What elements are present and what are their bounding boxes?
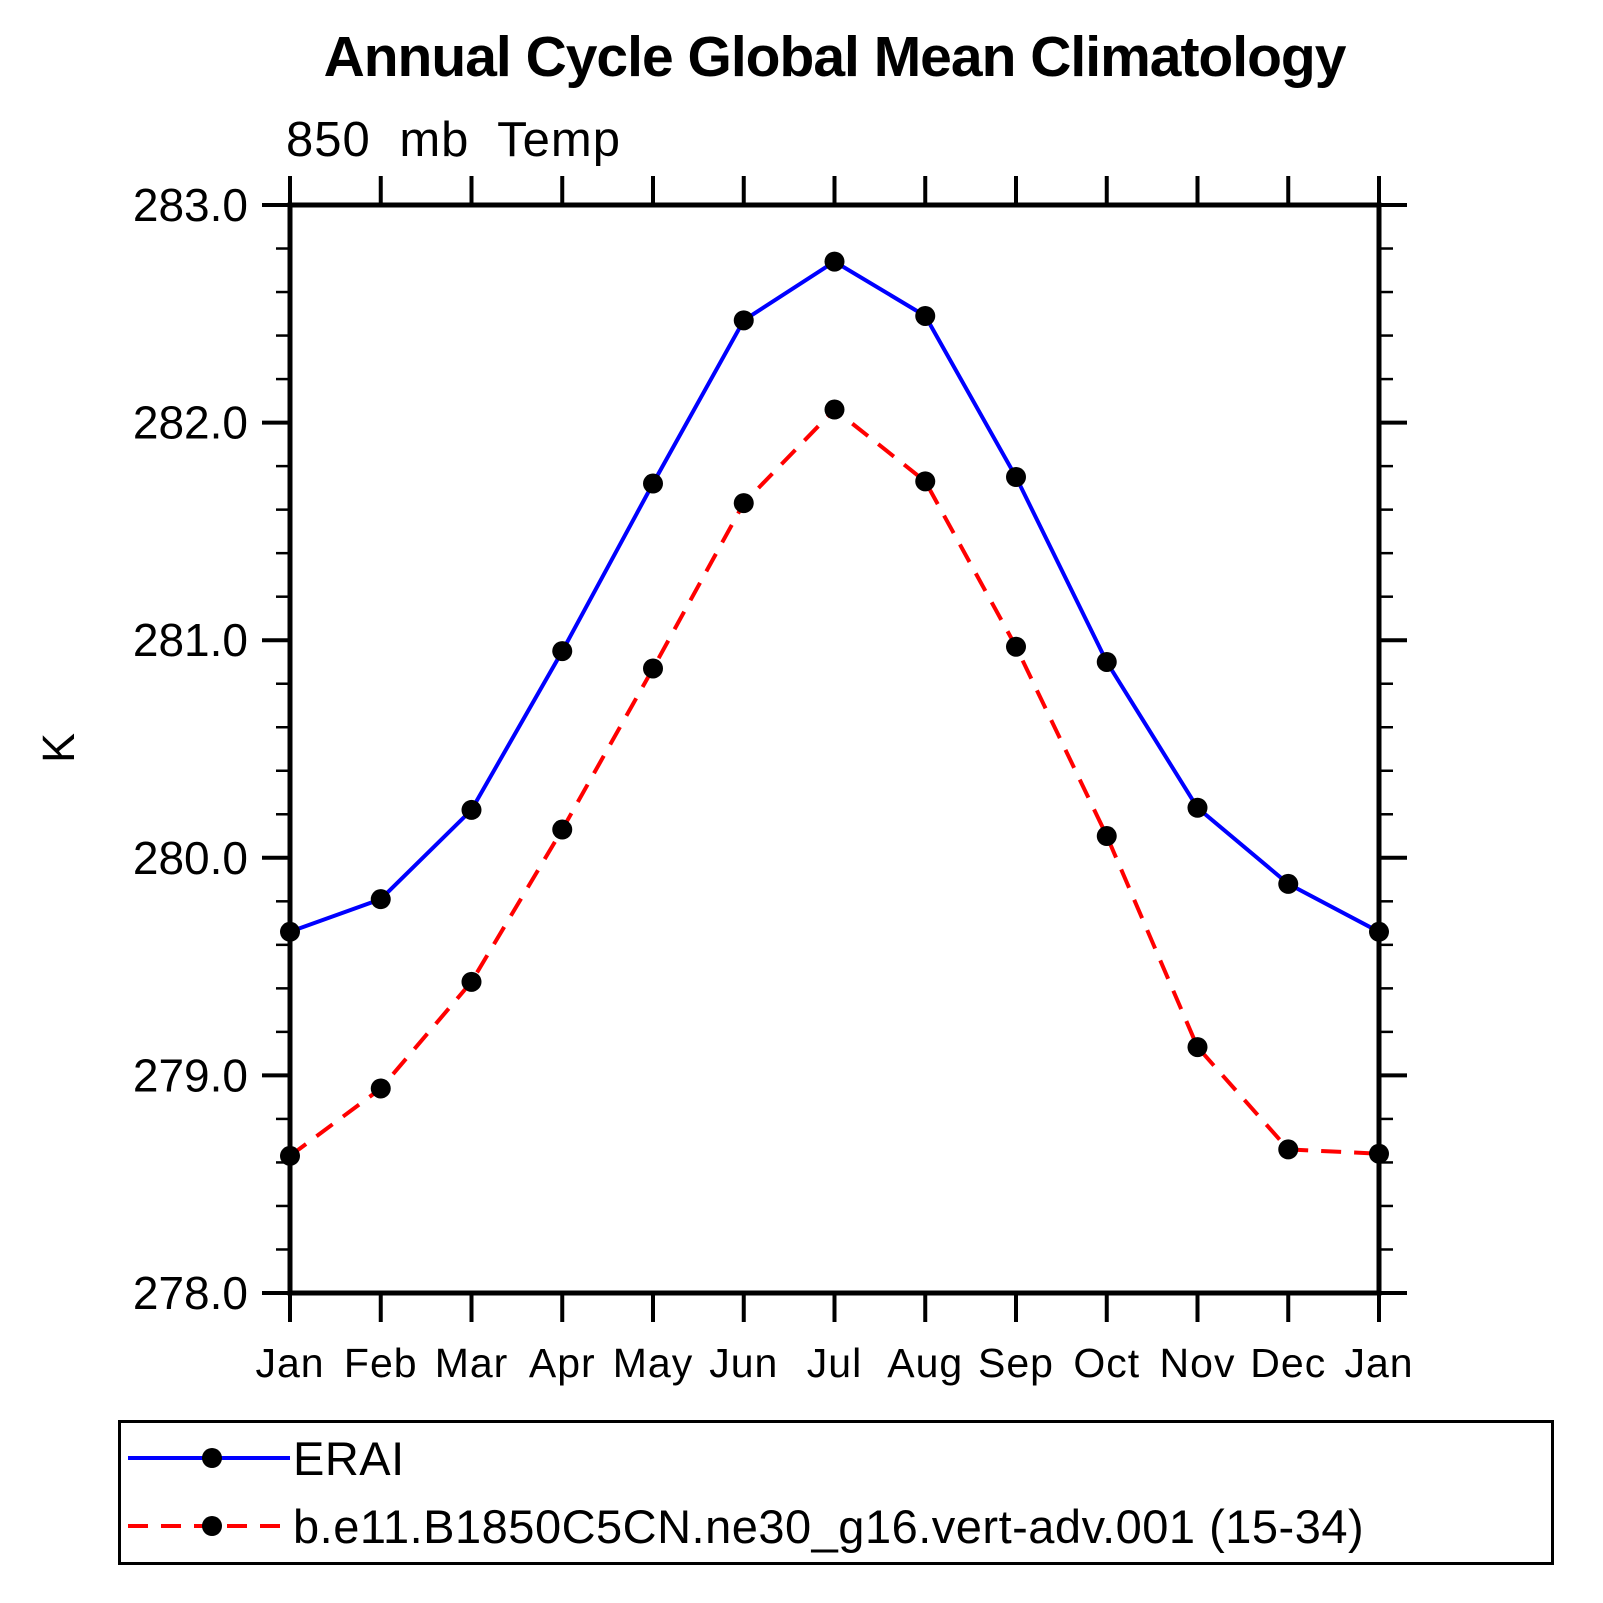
data-point <box>1278 873 1299 894</box>
y-axis-major-ticks <box>262 203 1407 1295</box>
data-point <box>280 1145 300 1166</box>
data-point <box>824 251 845 272</box>
x-tick-label: May <box>613 1340 693 1386</box>
data-point <box>552 641 573 662</box>
x-tick-label: Jan <box>255 1340 324 1386</box>
chart-title: Annual Cycle Global Mean Climatology <box>323 25 1347 89</box>
chart-subtitle: 850 mb Temp <box>286 113 621 167</box>
x-tick-label: Jul <box>807 1340 862 1386</box>
series-line-1 <box>288 406 1380 1158</box>
legend-marker <box>202 1448 222 1468</box>
data-point <box>552 819 573 840</box>
data-point <box>1369 921 1389 942</box>
data-point <box>643 473 663 494</box>
data-point <box>1006 636 1026 657</box>
x-tick-label: Nov <box>1160 1340 1236 1386</box>
data-point <box>1096 826 1117 847</box>
data-point <box>1369 1143 1389 1164</box>
data-point <box>461 971 482 992</box>
y-tick-label: 281.0 <box>133 614 248 666</box>
x-tick-label: Jan <box>1344 1340 1413 1386</box>
data-point <box>370 1078 391 1099</box>
series-markers-1 <box>280 399 1389 1166</box>
data-point <box>1006 467 1026 487</box>
series-line-0 <box>289 259 1380 934</box>
y-tick-label: 283.0 <box>133 179 248 231</box>
y-axis-tick-labels: 278.0 279.0 280.0 281.0 282.0 283.0 <box>133 179 248 1319</box>
data-point <box>280 921 300 942</box>
data-point <box>733 493 754 514</box>
x-tick-label: Oct <box>1073 1340 1140 1386</box>
y-tick-label: 280.0 <box>133 832 248 884</box>
x-axis-ticks <box>288 176 1381 1322</box>
plot-border <box>287 202 1382 1296</box>
y-tick-label: 279.0 <box>133 1049 248 1101</box>
data-point <box>370 889 391 910</box>
data-point <box>461 799 482 820</box>
data-point <box>824 399 845 420</box>
x-tick-label: Jun <box>709 1340 778 1386</box>
legend-marker <box>202 1516 222 1536</box>
x-tick-label: Sep <box>978 1340 1054 1386</box>
series-markers-0 <box>280 251 1389 942</box>
data-point <box>1187 1037 1208 1058</box>
y-tick-label: 278.0 <box>133 1267 248 1319</box>
legend-line-sample-erai <box>128 1448 290 1468</box>
data-point <box>915 305 936 326</box>
data-point <box>915 471 936 492</box>
x-tick-label: Feb <box>344 1340 418 1386</box>
x-tick-label: Aug <box>887 1340 963 1386</box>
x-tick-label: Apr <box>529 1340 596 1386</box>
legend-item-model: b.e11.B1850C5CN.ne30_g16.vert-adv.001 (1… <box>128 1500 1364 1553</box>
data-point <box>733 310 754 331</box>
x-tick-label: Dec <box>1250 1340 1326 1386</box>
legend-label-model: b.e11.B1850C5CN.ne30_g16.vert-adv.001 (1… <box>293 1499 1365 1553</box>
data-point <box>1278 1139 1299 1160</box>
x-axis-tick-labels: Jan Feb Mar Apr May Jun Jul Aug Sep Oct Nov Dec Jan <box>255 1340 1413 1386</box>
legend-label-erai: ERAI <box>293 1431 405 1485</box>
data-point <box>1187 797 1208 818</box>
y-axis-minor-ticks <box>276 247 1393 1251</box>
data-point <box>1096 651 1117 672</box>
data-point <box>643 658 663 679</box>
legend-line-sample-model <box>128 1516 290 1536</box>
x-tick-label: Mar <box>435 1340 509 1386</box>
legend: ERAI b.e11.B1850C5CN.ne30_g16.vert-adv.0… <box>118 1420 1554 1565</box>
legend-item-erai: ERAI <box>128 1432 405 1485</box>
y-tick-label: 282.0 <box>133 397 248 449</box>
